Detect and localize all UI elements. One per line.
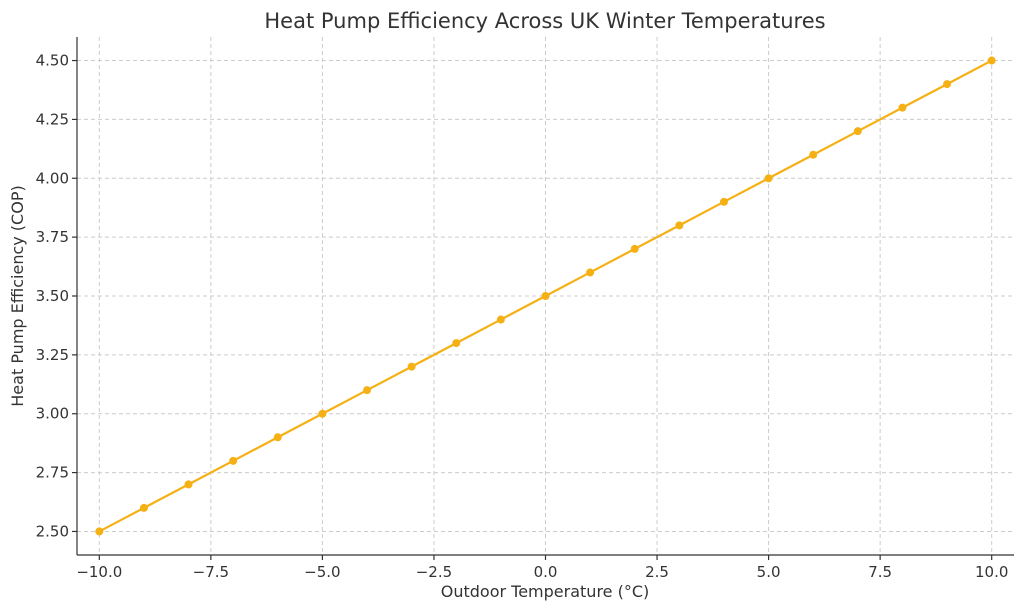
data-point [630, 244, 639, 253]
data-point [809, 150, 818, 159]
x-tick-label: 2.5 [645, 563, 669, 581]
x-tick-label: −2.5 [416, 563, 452, 581]
data-point [318, 409, 327, 418]
x-tick-label: 10.0 [975, 563, 1008, 581]
data-point [139, 503, 148, 512]
x-tick-label: −5.0 [304, 563, 340, 581]
data-point [363, 386, 372, 395]
y-axis-label: Heat Pump Efficiency (COP) [8, 185, 27, 406]
data-point [675, 221, 684, 230]
chart-title: Heat Pump Efficiency Across UK Winter Te… [264, 9, 825, 33]
x-tick-label: 7.5 [868, 563, 892, 581]
data-point [407, 362, 416, 371]
grid [77, 37, 1014, 555]
axes: −10.0 −7.5 −5.0 −2.5 0.0 2.5 5.0 7.5 10.0 2.50 2.7… [36, 37, 1014, 581]
data-point [586, 268, 595, 277]
y-tick-label: 2.75 [36, 464, 69, 482]
y-tick-label: 4.50 [36, 52, 69, 70]
data-point [184, 480, 193, 489]
data-point [898, 103, 907, 112]
data-point [987, 56, 996, 65]
data-point [853, 127, 862, 136]
y-tick-label: 4.00 [36, 169, 69, 187]
y-tick-label: 3.75 [36, 228, 69, 246]
data-point [273, 433, 282, 442]
x-axis-label: Outdoor Temperature (°C) [441, 582, 650, 601]
data-point [764, 174, 773, 183]
y-tick-label: 3.50 [36, 287, 69, 305]
data-point [95, 527, 104, 536]
y-tick-label: 3.25 [36, 346, 69, 364]
y-tick-label: 4.25 [36, 110, 69, 128]
data-point [541, 292, 550, 300]
y-tick-label: 3.00 [36, 405, 69, 423]
data-point [452, 339, 461, 348]
data-point [943, 80, 952, 89]
x-tick-label: −10.0 [76, 563, 122, 581]
x-tick-label: 0.0 [534, 563, 558, 581]
data-point [496, 315, 505, 324]
x-tick-label: 5.0 [757, 563, 781, 581]
data-point [229, 456, 238, 465]
x-tick-label: −7.5 [193, 563, 229, 581]
data-point [719, 197, 728, 206]
series [95, 56, 996, 536]
y-tick-label: 2.50 [36, 522, 69, 540]
